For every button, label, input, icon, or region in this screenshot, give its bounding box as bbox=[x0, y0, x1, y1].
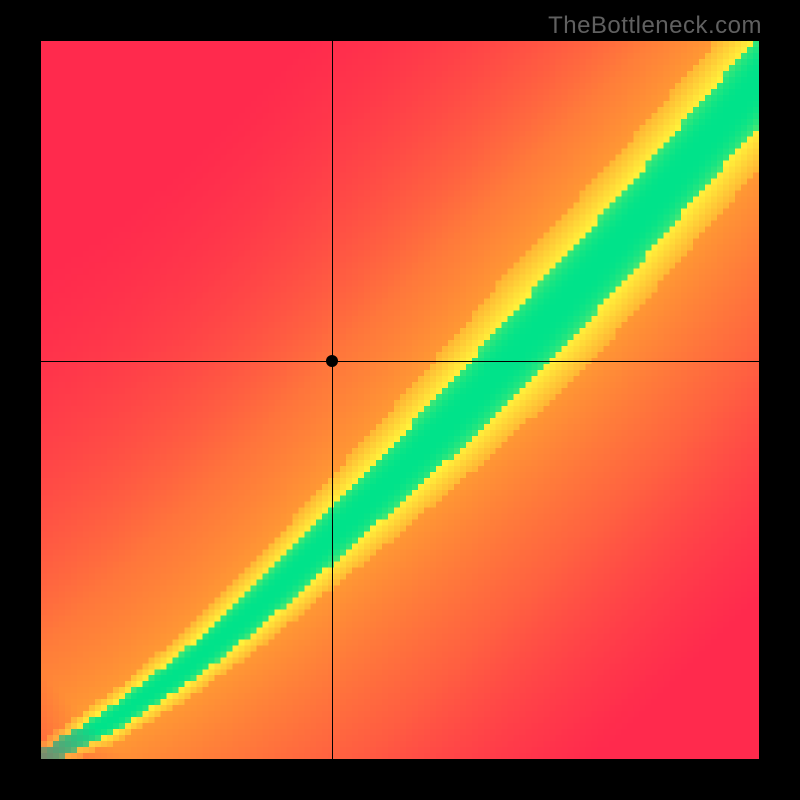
watermark-text: TheBottleneck.com bbox=[548, 12, 762, 40]
bottleneck-heatmap bbox=[41, 41, 759, 759]
crosshair-vertical bbox=[332, 41, 333, 759]
crosshair-horizontal bbox=[41, 361, 759, 362]
heatmap-canvas bbox=[41, 41, 759, 759]
marker-point bbox=[326, 355, 338, 367]
